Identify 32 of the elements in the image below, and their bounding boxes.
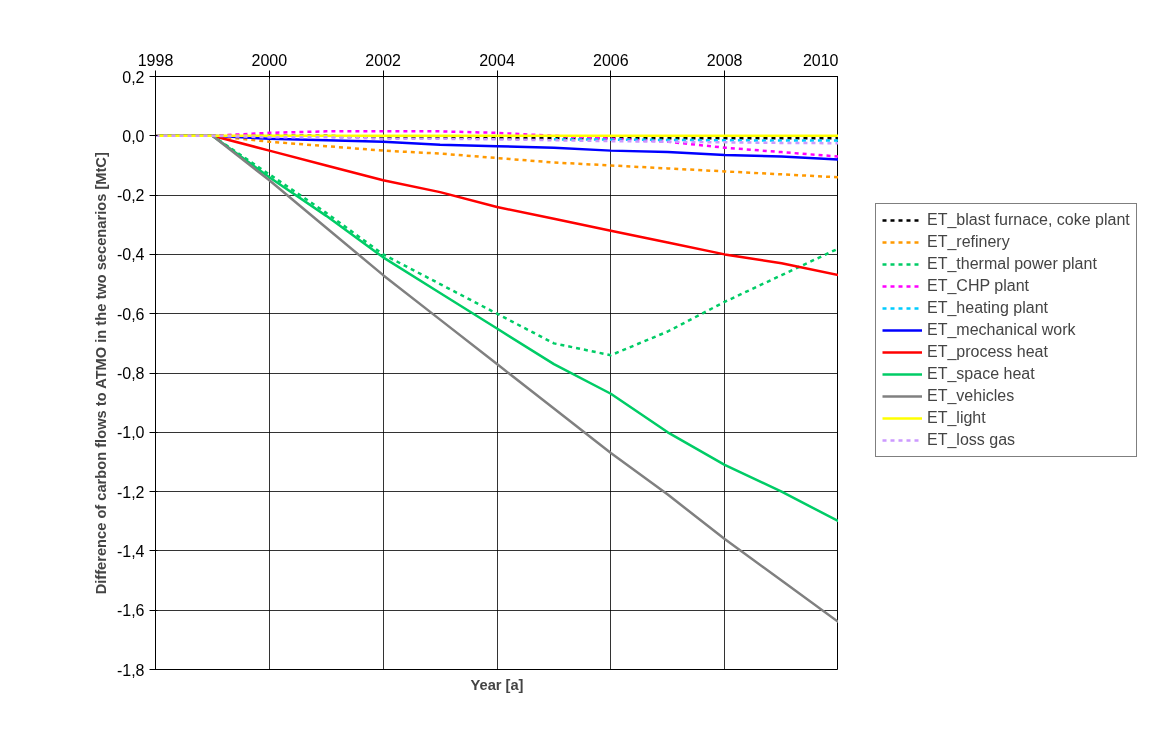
legend-label: ET_mechanical work [927, 321, 1076, 339]
y-tick-label: -0,8 [116, 365, 145, 382]
y-tick-label: -1,6 [116, 602, 145, 620]
legend-label: ET_refinery [927, 233, 1010, 251]
legend-label: ET_CHP plant [927, 277, 1029, 295]
x-tick-label: 2004 [479, 51, 515, 69]
legend-label: ET_heating plant [927, 299, 1048, 317]
y-tick-label: -0,4 [116, 246, 145, 264]
x-tick-label: 1998 [137, 51, 174, 69]
y-tick-label: -0,6 [116, 305, 145, 323]
legend-label: ET_vehicles [927, 387, 1015, 405]
legend-label: ET_space heat [927, 365, 1035, 383]
x-tick-label: 2006 [593, 51, 629, 69]
y-tick-label: -1,8 [116, 661, 145, 679]
y-tick-label: -0,2 [116, 187, 145, 205]
y-tick-label: 0,2 [122, 68, 145, 86]
x-tick-label: 2000 [251, 51, 288, 69]
x-tick-label: 2008 [706, 51, 743, 69]
legend-label: ET_light [927, 409, 986, 427]
x-axis-title: Year [a] [470, 676, 524, 693]
x-tick-label: 2010 [802, 51, 839, 69]
y-tick-label: -1,0 [116, 424, 145, 442]
y-axis-title: Difference of carbon flows to ATMO in the two secenarios [MtC] [92, 152, 109, 595]
legend-label: ET_loss gas [927, 431, 1016, 449]
line-series [155, 134, 838, 145]
legend-label: ET_process heat [927, 343, 1048, 361]
legend-label: ET_thermal power plant [927, 255, 1097, 273]
y-tick-label: -1,2 [116, 483, 145, 501]
legend-label: ET_blast furnace, coke plant [927, 211, 1130, 229]
y-tick-label: 0,0 [122, 127, 145, 145]
x-tick-label: 2002 [365, 51, 402, 69]
y-tick-label: -1,4 [116, 542, 145, 560]
